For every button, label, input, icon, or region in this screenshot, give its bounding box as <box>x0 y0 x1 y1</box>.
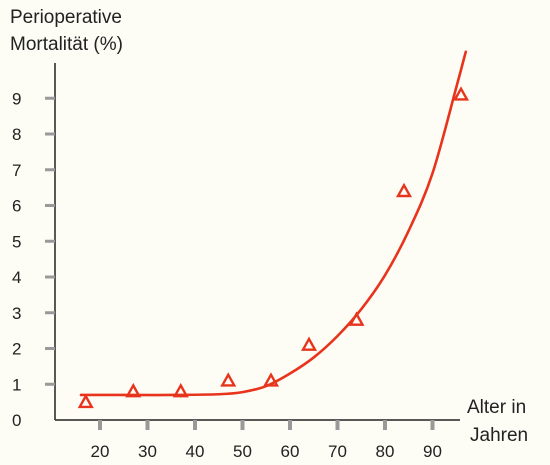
y-tick-label: 4 <box>12 268 21 287</box>
x-tick-label: 90 <box>423 442 442 461</box>
y-tick-label: 3 <box>12 304 21 323</box>
y-axis-title-line-2: Mortalität (%) <box>10 34 123 55</box>
x-tick-label: 70 <box>328 442 347 461</box>
x-axis-title-line-2: Jahren <box>470 425 528 446</box>
x-axis-title-line-1: Alter in <box>467 397 526 418</box>
y-tick-label: 0 <box>12 411 21 430</box>
y-ticks: 0 1 2 3 4 5 6 7 8 9 <box>12 89 55 430</box>
data-point <box>77 393 94 409</box>
y-axis-title: Perioperative Mortalität (%) <box>10 7 123 55</box>
data-point <box>395 182 413 198</box>
data-point <box>172 382 189 398</box>
y-tick-label: 2 <box>12 340 21 359</box>
x-tick-label: 60 <box>281 442 300 461</box>
data-point <box>452 86 470 101</box>
y-axis-title-line-1: Perioperative <box>10 7 122 28</box>
x-ticks: 20 30 40 50 60 70 80 90 <box>91 420 442 461</box>
x-axis-title: Alter in Jahren <box>467 397 528 446</box>
x-tick-label: 80 <box>376 442 395 461</box>
y-tick-label: 1 <box>12 375 21 394</box>
data-point <box>348 311 365 326</box>
y-tick-label: 9 <box>12 89 21 108</box>
y-tick-label: 5 <box>12 232 21 251</box>
trend-curve <box>79 50 468 397</box>
y-tick-label: 6 <box>12 197 21 216</box>
data-point <box>300 336 318 351</box>
x-tick-label: 30 <box>138 442 157 461</box>
x-tick-label: 50 <box>233 442 252 461</box>
data-point <box>262 372 280 387</box>
x-tick-label: 40 <box>186 442 205 461</box>
y-tick-label: 7 <box>12 161 21 180</box>
y-tick-label: 8 <box>12 125 21 144</box>
data-point <box>125 382 142 398</box>
data-points <box>77 86 470 409</box>
data-point <box>220 372 237 387</box>
x-tick-label: 20 <box>91 442 110 461</box>
